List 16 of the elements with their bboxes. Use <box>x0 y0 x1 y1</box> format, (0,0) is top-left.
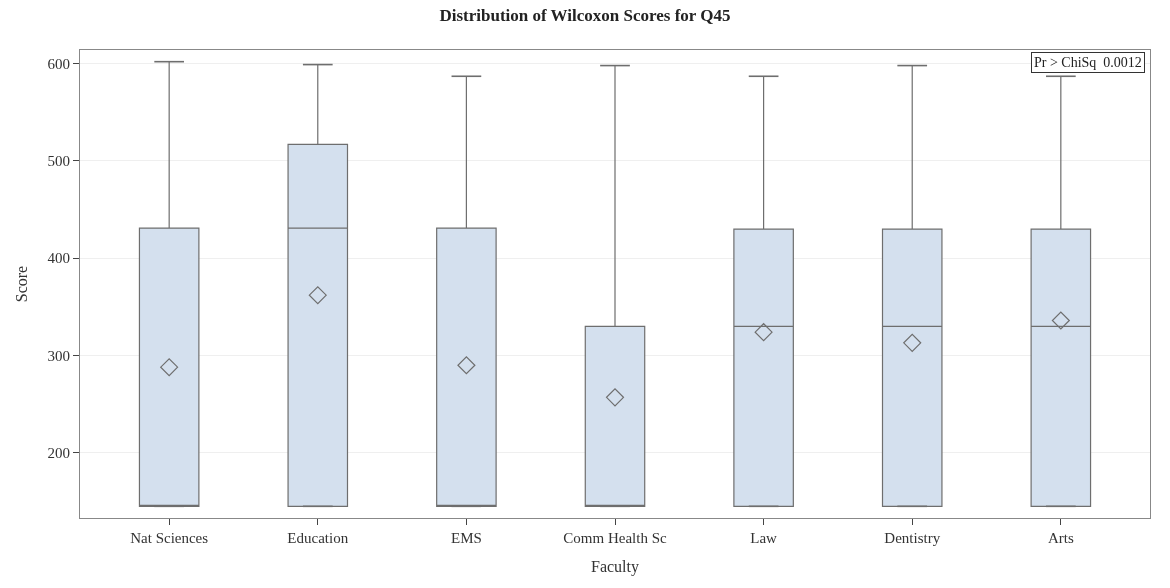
y-tick-label: 400 <box>47 250 70 267</box>
x-tick-label: Nat Sciences <box>130 530 209 546</box>
x-tick-label: Law <box>750 530 778 546</box>
y-tick-label: 500 <box>47 153 70 170</box>
x-tick-label: Dentistry <box>884 530 941 546</box>
x-tick-label: Education <box>287 530 349 546</box>
y-tick-label: 300 <box>47 347 70 364</box>
annotation: Pr > ChiSq 0.0012 <box>1034 55 1142 70</box>
x-tick-label: EMS <box>450 530 482 546</box>
x-tick-label: Comm Health Sc <box>563 530 667 546</box>
x-axis-title: Faculty <box>591 557 639 576</box>
x-tick-label: Arts <box>1047 530 1074 546</box>
chart-title: Distribution of Wilcoxon Scores for Q45 <box>439 5 731 25</box>
y-axis-title: Score <box>13 265 31 303</box>
y-tick-label: 200 <box>47 445 70 462</box>
y-tick-label: 600 <box>47 55 70 72</box>
